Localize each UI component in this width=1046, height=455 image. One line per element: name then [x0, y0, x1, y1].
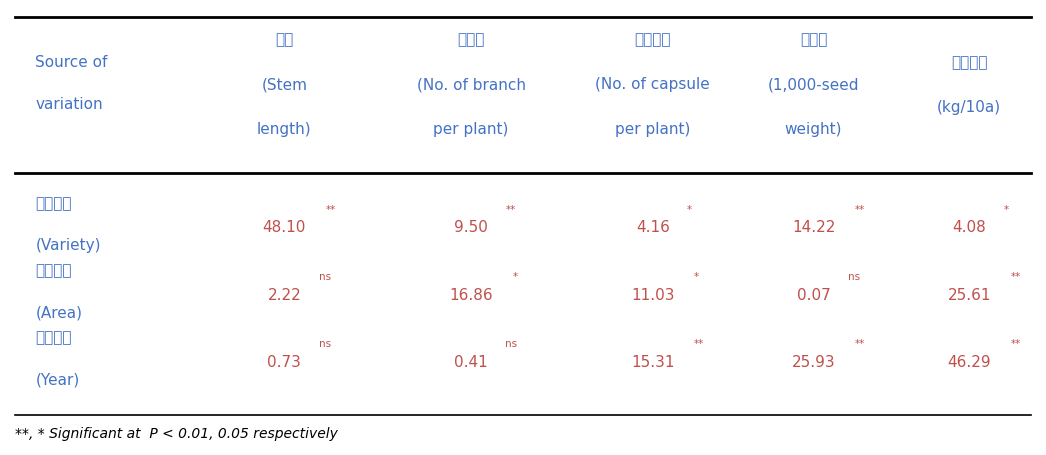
Text: **: **	[855, 205, 865, 215]
Text: 0.41: 0.41	[454, 354, 488, 369]
Text: ns: ns	[319, 272, 331, 282]
Text: (No. of capsule: (No. of capsule	[595, 77, 710, 92]
Text: (Stem: (Stem	[262, 77, 308, 92]
Text: 11.03: 11.03	[631, 287, 675, 302]
Text: 4.08: 4.08	[952, 220, 986, 235]
Text: (No. of branch: (No. of branch	[416, 77, 526, 92]
Text: 공시품종: 공시품종	[36, 196, 72, 210]
Text: ns: ns	[848, 272, 860, 282]
Text: Source of: Source of	[36, 55, 108, 70]
Text: 주당삭수: 주당삭수	[635, 32, 670, 47]
Text: **: **	[1010, 272, 1021, 282]
Text: 9.50: 9.50	[454, 220, 488, 235]
Text: 0.73: 0.73	[268, 354, 301, 369]
Text: **: **	[1010, 339, 1021, 349]
Text: (1,000-seed: (1,000-seed	[768, 77, 860, 92]
Text: 천립중: 천립중	[800, 32, 827, 47]
Text: per plant): per plant)	[615, 122, 690, 136]
Text: **: **	[505, 205, 516, 215]
Text: 25.61: 25.61	[948, 287, 991, 302]
Text: 4.16: 4.16	[636, 220, 669, 235]
Text: 재배지역: 재배지역	[36, 263, 72, 278]
Text: (Variety): (Variety)	[36, 238, 100, 253]
Text: 16.86: 16.86	[450, 287, 493, 302]
Text: **, * Significant at  P < 0.01, 0.05 respectively: **, * Significant at P < 0.01, 0.05 resp…	[15, 426, 338, 440]
Text: 0.07: 0.07	[797, 287, 831, 302]
Text: 종실수량: 종실수량	[951, 55, 987, 70]
Text: **: **	[326, 205, 336, 215]
Text: *: *	[1003, 205, 1008, 215]
Text: 14.22: 14.22	[792, 220, 836, 235]
Text: per plant): per plant)	[433, 122, 508, 136]
Text: **: **	[695, 339, 704, 349]
Text: 경장: 경장	[275, 32, 294, 47]
Text: ns: ns	[319, 339, 331, 349]
Text: (kg/10a): (kg/10a)	[937, 99, 1001, 114]
Text: (Area): (Area)	[36, 305, 83, 320]
Text: 15.31: 15.31	[631, 354, 675, 369]
Text: 재배년도: 재배년도	[36, 329, 72, 344]
Text: 25.93: 25.93	[792, 354, 836, 369]
Text: (Year): (Year)	[36, 372, 79, 387]
Text: ns: ns	[505, 339, 518, 349]
Text: variation: variation	[36, 97, 103, 112]
Text: 48.10: 48.10	[263, 220, 306, 235]
Text: **: **	[855, 339, 865, 349]
Text: *: *	[695, 272, 700, 282]
Text: 46.29: 46.29	[948, 354, 991, 369]
Text: 2.22: 2.22	[268, 287, 301, 302]
Text: weight): weight)	[784, 122, 842, 136]
Text: *: *	[687, 205, 692, 215]
Text: 분지수: 분지수	[457, 32, 484, 47]
Text: *: *	[513, 272, 518, 282]
Text: length): length)	[257, 122, 312, 136]
